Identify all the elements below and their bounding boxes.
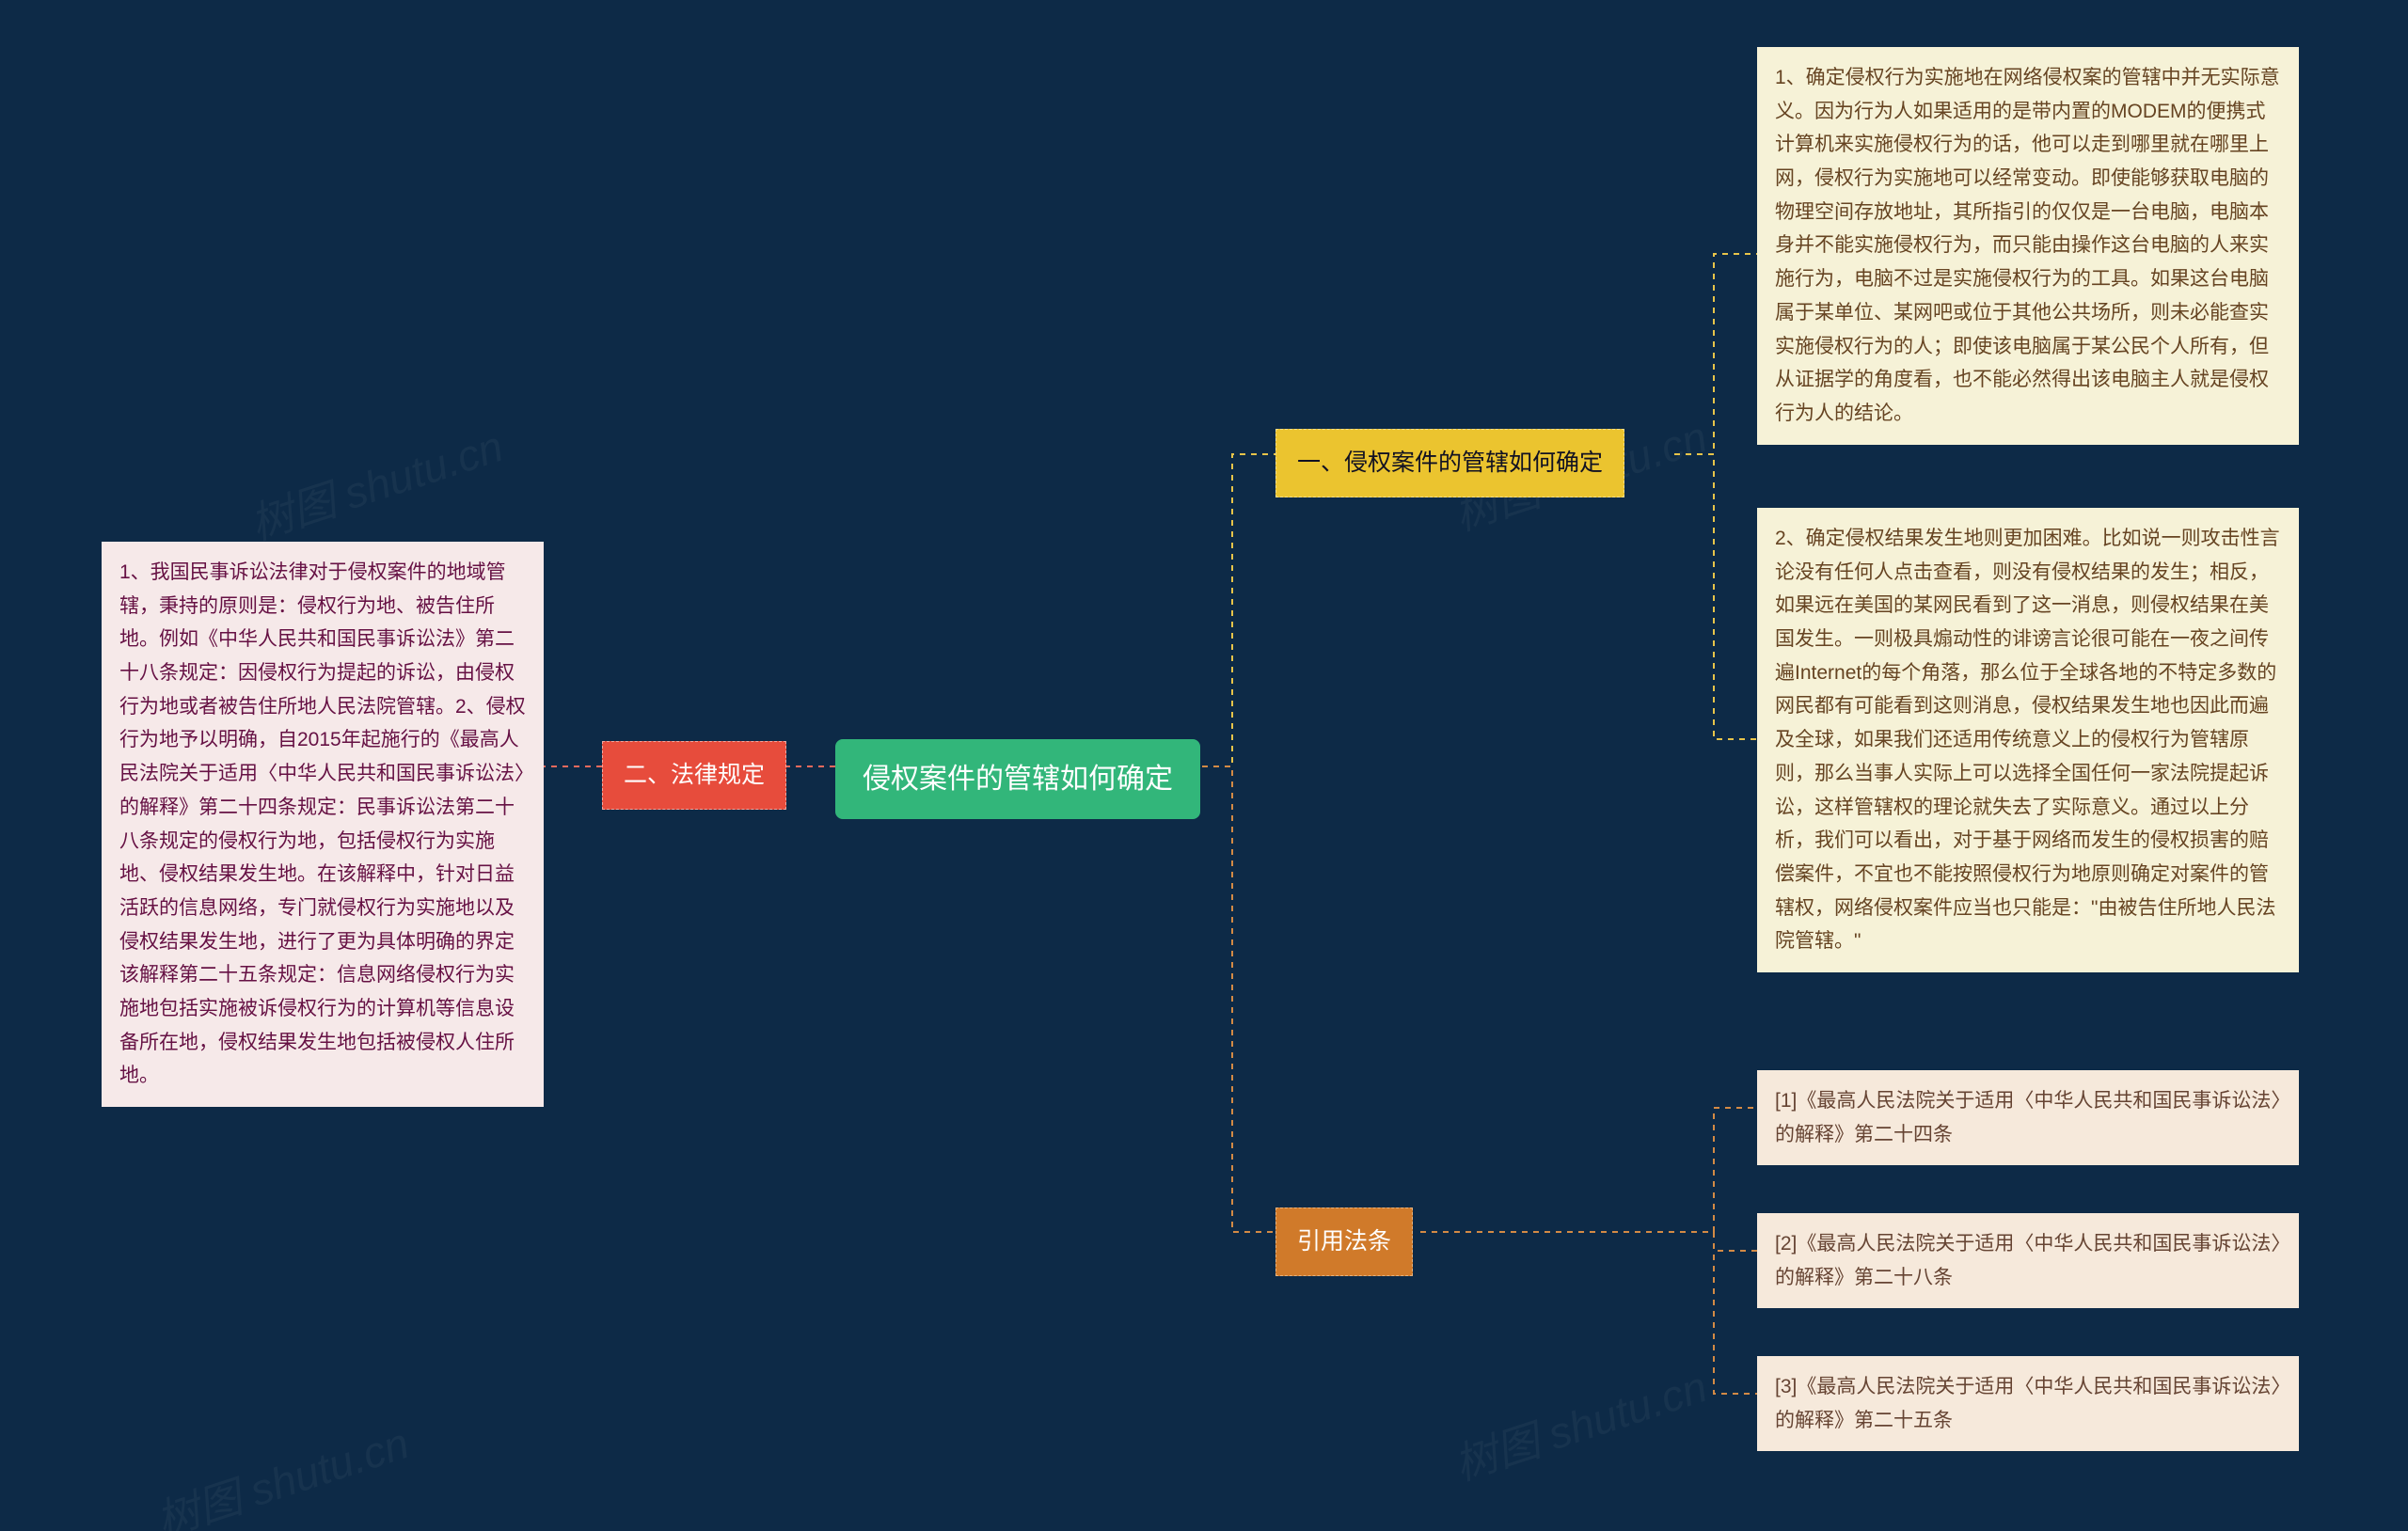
watermark: 树图 shutu.cn (148, 1410, 416, 1531)
branch-jurisdiction[interactable]: 一、侵权案件的管辖如何确定 (1275, 429, 1624, 497)
leaf-citation-2: [2]《最高人民法院关于适用〈中华人民共和国民事诉讼法〉的解释》第二十八条 (1757, 1213, 2299, 1308)
leaf-jurisdiction-2: 2、确定侵权结果发生地则更加困难。比如说一则攻击性言论没有任何人点击查看，则没有… (1757, 508, 2299, 972)
branch-label: 引用法条 (1297, 1228, 1391, 1255)
mindmap-canvas: 树图 shutu.cn 树图 shutu.cn 树图 shutu.cn 树图 s… (0, 0, 2408, 1531)
branch-citations[interactable]: 引用法条 (1275, 1207, 1413, 1276)
leaf-legal-provisions-text: 1、我国民事诉讼法律对于侵权案件的地域管辖，秉持的原则是：侵权行为地、被告住所地… (102, 542, 544, 1107)
leaf-citation-1: [1]《最高人民法院关于适用〈中华人民共和国民事诉讼法〉的解释》第二十四条 (1757, 1070, 2299, 1165)
leaf-text: 1、我国民事诉讼法律对于侵权案件的地域管辖，秉持的原则是：侵权行为地、被告住所地… (119, 561, 526, 1086)
leaf-text: 2、确定侵权结果发生地则更加困难。比如说一则攻击性言论没有任何人点击查看，则没有… (1775, 528, 2280, 952)
leaf-text: [3]《最高人民法院关于适用〈中华人民共和国民事诉讼法〉的解释》第二十五条 (1775, 1376, 2281, 1431)
branch-legal-provisions[interactable]: 二、法律规定 (602, 741, 786, 810)
watermark: 树图 shutu.cn (1446, 1353, 1714, 1493)
branch-label: 二、法律规定 (624, 762, 765, 788)
leaf-text: [1]《最高人民法院关于适用〈中华人民共和国民事诉讼法〉的解释》第二十四条 (1775, 1090, 2281, 1145)
branch-label: 一、侵权案件的管辖如何确定 (1297, 450, 1603, 476)
leaf-text: 1、确定侵权行为实施地在网络侵权案的管辖中并无实际意义。因为行为人如果适用的是带… (1775, 67, 2280, 424)
leaf-citation-3: [3]《最高人民法院关于适用〈中华人民共和国民事诉讼法〉的解释》第二十五条 (1757, 1356, 2299, 1451)
center-node-label: 侵权案件的管辖如何确定 (863, 764, 1173, 795)
center-node[interactable]: 侵权案件的管辖如何确定 (835, 739, 1200, 819)
leaf-jurisdiction-1: 1、确定侵权行为实施地在网络侵权案的管辖中并无实际意义。因为行为人如果适用的是带… (1757, 47, 2299, 445)
watermark: 树图 shutu.cn (242, 413, 510, 553)
leaf-text: [2]《最高人民法院关于适用〈中华人民共和国民事诉讼法〉的解释》第二十八条 (1775, 1233, 2281, 1288)
